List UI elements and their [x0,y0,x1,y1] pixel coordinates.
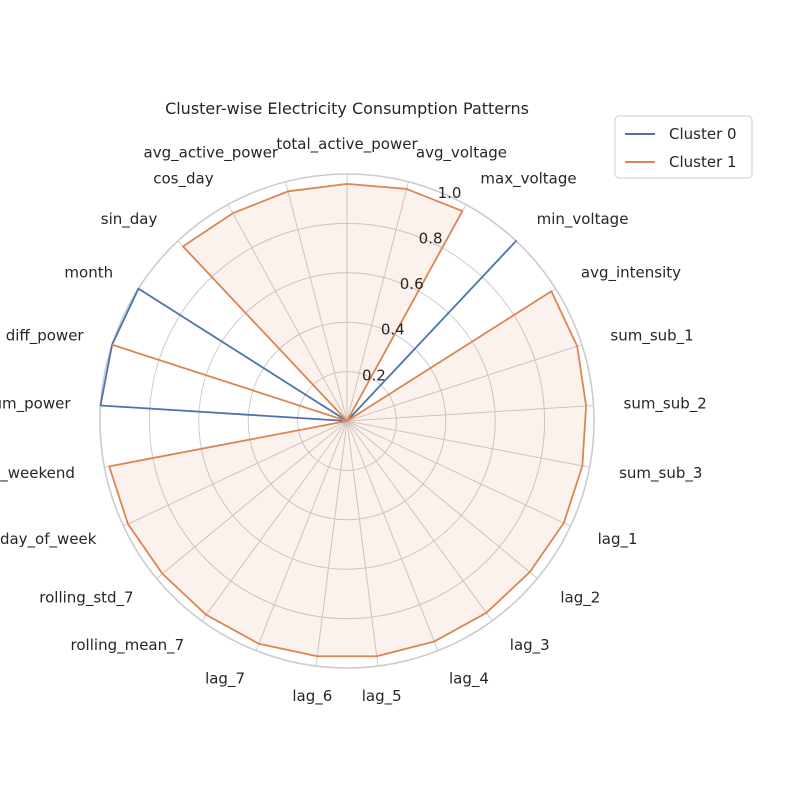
grid-spoke [346,420,493,622]
grid-spoke [346,344,583,422]
grid-spoke [346,181,409,422]
grid-spoke [346,420,538,579]
grid-spoke [315,420,348,667]
grid-spoke [227,204,348,422]
grid-spoke [156,420,348,579]
axis-label-lag-7: lag_7 [205,670,245,689]
radial-tick-label: 0.6 [400,275,424,293]
axis-label-day-of-week: day_of_week [0,530,97,549]
axis-label-sum-sub-3: sum_sub_3 [619,464,702,483]
grid-spoke [346,420,439,651]
grid-spoke [201,420,348,622]
series-line-cluster-1 [108,182,588,658]
radial-tick-label: 0.8 [419,229,443,247]
axis-label-cumsum-power: cumsum_power [0,395,71,414]
legend-label-cluster-0: Cluster 0 [669,125,737,143]
radial-tick-label: 0.4 [381,321,405,339]
axis-label-lag-1: lag_1 [598,530,638,549]
radial-tick-label: 1.0 [438,184,462,202]
axis-label-sum-sub-2: sum_sub_2 [624,395,707,414]
axis-label-cos-day: cos_day [153,169,213,188]
grid-spoke [285,181,348,422]
legend: Cluster 0 Cluster 1 [614,115,753,179]
axis-label-is-weekend: is_weekend [0,464,75,483]
axis-label-lag-4: lag_4 [449,670,489,689]
grid-spoke [346,420,590,468]
series-fill-cluster-1 [109,183,587,657]
axis-label-sum-sub-1: sum_sub_1 [610,326,693,345]
legend-label-cluster-1: Cluster 1 [669,153,737,171]
axis-label-min-voltage: min_voltage [537,210,629,229]
grid-spoke [346,404,594,422]
axis-label-lag-5: lag_5 [362,687,402,706]
axis-label-rolling-mean-7: rolling_mean_7 [71,636,185,655]
radial-tick-labels: 0.2 0.4 0.6 0.8 1.0 [362,184,461,385]
chart-title: Cluster-wise Electricity Consumption Pat… [165,99,529,118]
series-layer [99,182,588,658]
axis-label-max-voltage: max_voltage [480,169,576,188]
axis-label-total-active-power: total_active_power [276,135,418,154]
axis-label-sin-day: sin_day [101,210,158,229]
grid-spoke [255,420,348,651]
axis-label-avg-intensity: avg_intensity [581,264,681,283]
axis-label-avg-active-power: avg_active_power [144,144,279,163]
grid-spoke [123,420,348,527]
axis-label-avg-voltage: avg_voltage [416,144,507,163]
axis-label-lag-6: lag_6 [292,687,332,706]
series-line-cluster-0 [99,240,517,422]
axis-label-rolling-std-7: rolling_std_7 [39,589,133,608]
grid-spoke [346,420,379,667]
axis-label-lag-2: lag_2 [560,589,600,608]
axis-label-diff-power: diff_power [6,326,85,345]
axis-label-lag-3: lag_3 [510,636,550,655]
axis-label-month: month [64,264,113,282]
radial-tick-label: 0.2 [362,366,386,384]
grid-spoke [346,420,571,527]
